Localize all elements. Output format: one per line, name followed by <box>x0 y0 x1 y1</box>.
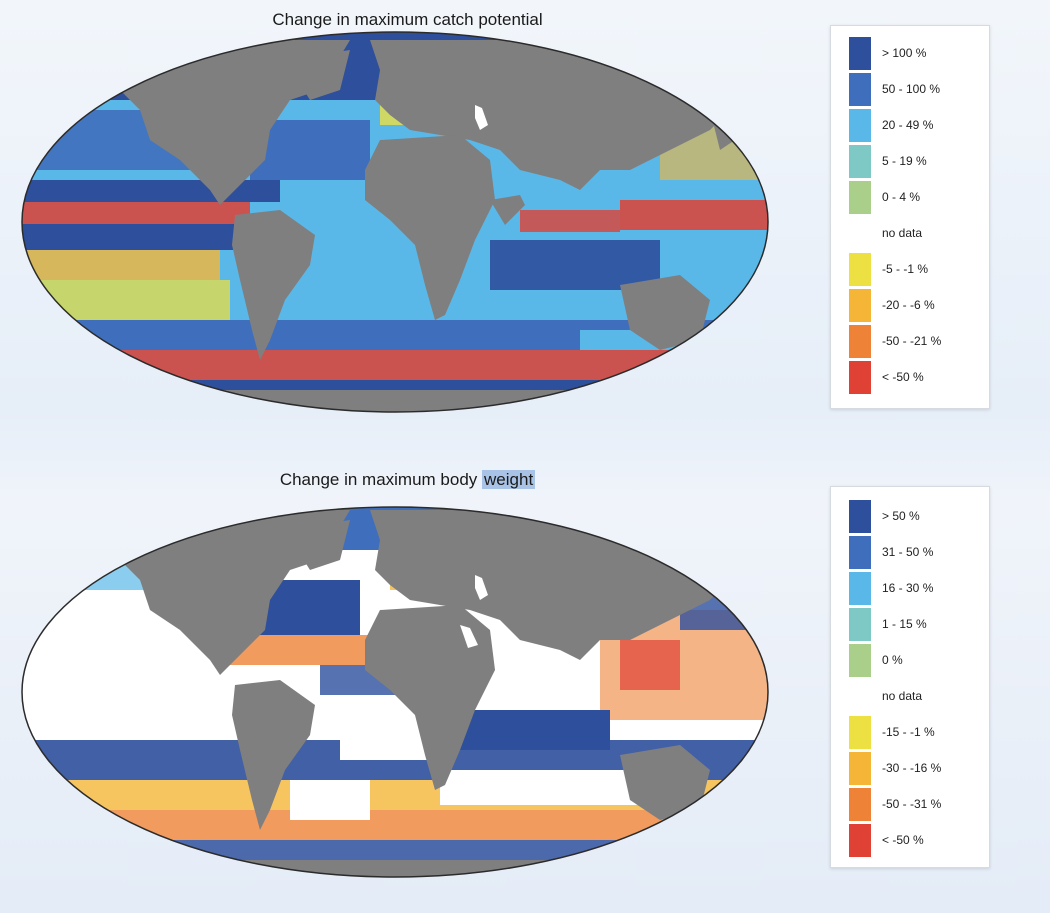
legend-swatch <box>849 823 871 857</box>
legend-swatch <box>849 72 871 106</box>
legend-item: 20 - 49 % <box>849 108 934 142</box>
legend-item: -50 - -31 % <box>849 787 942 821</box>
legend-swatch <box>849 715 871 749</box>
southern-decline-band <box>22 350 768 380</box>
legend-item: 0 - 4 % <box>849 180 921 214</box>
map-title-main: Change in maximum body <box>279 470 483 489</box>
legend-label: -15 - -1 % <box>882 725 935 739</box>
legend-label: 20 - 49 % <box>882 118 934 132</box>
legend-label: 5 - 19 % <box>882 154 927 168</box>
legend-item: -15 - -1 % <box>849 715 935 749</box>
legend-item: 1 - 15 % <box>849 607 927 641</box>
legend-label: -50 - -31 % <box>882 797 942 811</box>
legend-swatch <box>849 679 871 713</box>
legend-item: 31 - 50 % <box>849 535 934 569</box>
legend-swatch <box>849 216 871 250</box>
legend-item: 16 - 30 % <box>849 571 934 605</box>
legend-label: 16 - 30 % <box>882 581 934 595</box>
legend-swatch <box>849 607 871 641</box>
legend-swatch <box>849 535 871 569</box>
legend-item: 5 - 19 % <box>849 144 927 178</box>
legend-item: > 50 % <box>849 499 920 533</box>
legend-label: -50 - -21 % <box>882 334 942 348</box>
legend-swatch <box>849 144 871 178</box>
legend-label: 0 % <box>882 653 903 667</box>
legend-label: 50 - 100 % <box>882 82 941 96</box>
legend-item: -50 - -21 % <box>849 324 942 358</box>
legend-label: -30 - -16 % <box>882 761 942 775</box>
legend-label: no data <box>882 689 923 703</box>
catch-potential-panel: Change in maximum catch potential <box>0 0 1050 440</box>
legend-swatch <box>849 499 871 533</box>
legend-swatch <box>849 571 871 605</box>
map-title: Change in maximum body weight <box>0 470 815 490</box>
legend-swatch <box>849 288 871 322</box>
legend-swatch <box>849 324 871 358</box>
legend-label: < -50 % <box>882 833 924 847</box>
legend-label: 0 - 4 % <box>882 190 921 204</box>
legend-swatch <box>849 643 871 677</box>
legend-item: no data <box>849 216 923 250</box>
legend-label: -20 - -6 % <box>882 298 935 312</box>
legend-item: -30 - -16 % <box>849 751 942 785</box>
legend-item: > 100 % <box>849 36 927 70</box>
legend-swatch <box>849 108 871 142</box>
legend-label: -5 - -1 % <box>882 262 929 276</box>
legend-body-weight: > 50 % 31 - 50 % 16 - 30 % 1 - 15 % 0 % no da… <box>830 486 990 868</box>
legend-swatch <box>849 787 871 821</box>
legend-swatch <box>849 36 871 70</box>
tropical-decline-band <box>22 202 250 224</box>
legend-item: 0 % <box>849 643 903 677</box>
legend-catch-potential: > 100 % 50 - 100 % 20 - 49 % 5 - 19 % 0 - 4 … <box>830 25 990 409</box>
legend-label: no data <box>882 226 923 240</box>
legend-label: 31 - 50 % <box>882 545 934 559</box>
world-map-catch-potential <box>21 31 769 413</box>
map-title: Change in maximum catch potential <box>272 10 543 29</box>
legend-label: > 50 % <box>882 509 920 523</box>
legend-label: < -50 % <box>882 370 924 384</box>
legend-swatch <box>849 360 871 394</box>
body-weight-panel: Change in maximum body weight <box>0 456 1050 896</box>
map-title-highlight: weight <box>482 470 536 489</box>
legend-swatch <box>849 180 871 214</box>
legend-item: no data <box>849 679 923 713</box>
legend-swatch <box>849 252 871 286</box>
legend-label: > 100 % <box>882 46 927 60</box>
legend-item: -5 - -1 % <box>849 252 929 286</box>
legend-item: -20 - -6 % <box>849 288 935 322</box>
legend-item: < -50 % <box>849 823 924 857</box>
legend-item: < -50 % <box>849 360 924 394</box>
world-map-body-weight <box>21 506 769 878</box>
legend-item: 50 - 100 % <box>849 72 941 106</box>
legend-swatch <box>849 751 871 785</box>
legend-label: 1 - 15 % <box>882 617 927 631</box>
